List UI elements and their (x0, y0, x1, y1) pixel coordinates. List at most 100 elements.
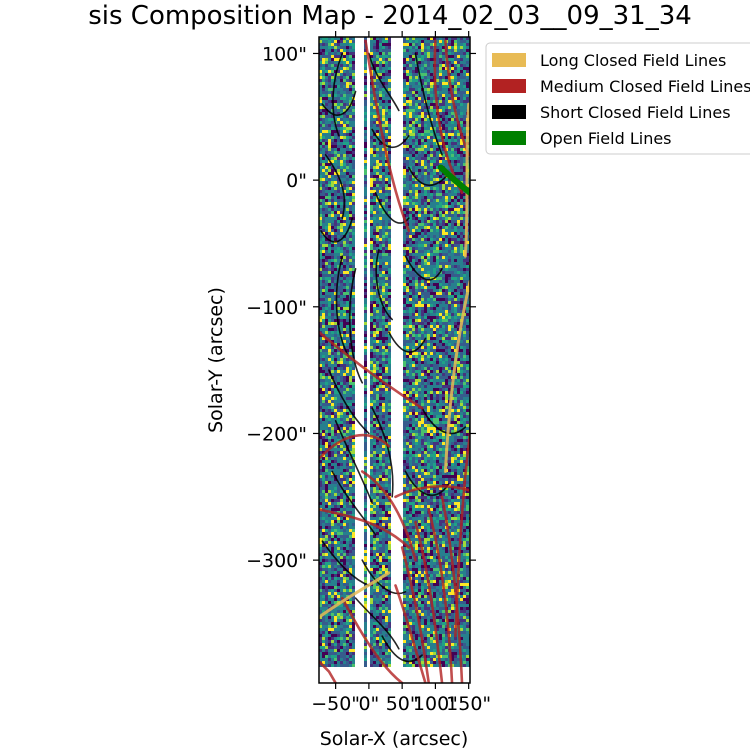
heatmap-cell (322, 352, 325, 355)
heatmap-cell (448, 106, 451, 109)
heatmap-cell (373, 241, 376, 244)
heatmap-cell (463, 367, 466, 370)
heatmap-cell (415, 340, 418, 343)
heatmap-cell (322, 139, 325, 142)
heatmap-cell (448, 268, 451, 271)
heatmap-cell (373, 136, 376, 139)
heatmap-cell (460, 355, 463, 358)
heatmap-cell (322, 154, 325, 157)
heatmap-cell (454, 52, 457, 55)
heatmap-cell (340, 151, 343, 154)
heatmap-cell (460, 253, 463, 256)
heatmap-cell (424, 235, 427, 238)
heatmap-cell (436, 232, 439, 235)
heatmap-cell (436, 49, 439, 52)
heatmap-cell (379, 382, 382, 385)
heatmap-cell (373, 121, 376, 124)
heatmap-cell (427, 223, 430, 226)
heatmap-cell (352, 286, 355, 289)
heatmap-cell (325, 262, 328, 265)
heatmap-cell (340, 130, 343, 133)
heatmap-cell (439, 238, 442, 241)
heatmap-cell (454, 379, 457, 382)
heatmap-cell (385, 97, 388, 100)
heatmap-cell (463, 352, 466, 355)
heatmap-cell (373, 184, 376, 187)
heatmap-cell (433, 175, 436, 178)
heatmap-cell (451, 82, 454, 85)
heatmap-cell (454, 376, 457, 379)
heatmap-cell (343, 157, 346, 160)
heatmap-cell (403, 85, 406, 88)
heatmap-cell (334, 112, 337, 115)
heatmap-cell (382, 319, 385, 322)
heatmap-cell (334, 262, 337, 265)
heatmap-cell (433, 193, 436, 196)
heatmap-cell (364, 70, 367, 73)
heatmap-cell (433, 97, 436, 100)
heatmap-cell (388, 379, 391, 382)
heatmap-cell (328, 121, 331, 124)
heatmap-cell (322, 367, 325, 370)
heatmap-cell (439, 295, 442, 298)
heatmap-cell (460, 214, 463, 217)
heatmap-cell (466, 376, 469, 379)
heatmap-cell (430, 139, 433, 142)
heatmap-cell (331, 61, 334, 64)
heatmap-cell (340, 268, 343, 271)
heatmap-cell (430, 220, 433, 223)
heatmap-cell (328, 184, 331, 187)
heatmap-cell (454, 130, 457, 133)
heatmap-cell (334, 133, 337, 136)
heatmap-cell (352, 223, 355, 226)
heatmap-cell (418, 361, 421, 364)
heatmap-cell (337, 79, 340, 82)
heatmap-cell (466, 265, 469, 268)
heatmap-cell (385, 229, 388, 232)
heatmap-cell (376, 172, 379, 175)
heatmap-cell (337, 298, 340, 301)
heatmap-cell (385, 220, 388, 223)
heatmap-cell (322, 100, 325, 103)
heatmap-cell (376, 76, 379, 79)
heatmap-cell (322, 382, 325, 385)
heatmap-cell (346, 55, 349, 58)
heatmap-cell (322, 160, 325, 163)
heatmap-cell (439, 268, 442, 271)
heatmap-cell (442, 286, 445, 289)
heatmap-cell (451, 352, 454, 355)
heatmap-cell (409, 220, 412, 223)
heatmap-cell (349, 157, 352, 160)
heatmap-cell (379, 97, 382, 100)
heatmap-cell (430, 106, 433, 109)
heatmap-cell (460, 52, 463, 55)
heatmap-cell (454, 73, 457, 76)
heatmap-cell (325, 151, 328, 154)
heatmap-cell (379, 214, 382, 217)
heatmap-cell (406, 172, 409, 175)
heatmap-cell (412, 43, 415, 46)
heatmap-cell (457, 358, 460, 361)
heatmap-cell (418, 268, 421, 271)
heatmap-cell (442, 241, 445, 244)
heatmap-cell (442, 199, 445, 202)
heatmap-cell (364, 355, 367, 358)
heatmap-cell (343, 160, 346, 163)
heatmap-cell (388, 265, 391, 268)
heatmap-cell (352, 163, 355, 166)
heatmap-cell (451, 247, 454, 250)
heatmap-cell (433, 355, 436, 358)
heatmap-cell (379, 151, 382, 154)
heatmap-cell (433, 136, 436, 139)
heatmap-cell (319, 355, 322, 358)
heatmap-cell (340, 190, 343, 193)
heatmap-cell (439, 223, 442, 226)
heatmap-cell (376, 217, 379, 220)
heatmap-cell (403, 181, 406, 184)
heatmap-cell (457, 58, 460, 61)
heatmap-cell (388, 127, 391, 130)
heatmap-cell (379, 262, 382, 265)
heatmap-cell (325, 340, 328, 343)
heatmap-cell (325, 166, 328, 169)
heatmap-cell (364, 241, 367, 244)
